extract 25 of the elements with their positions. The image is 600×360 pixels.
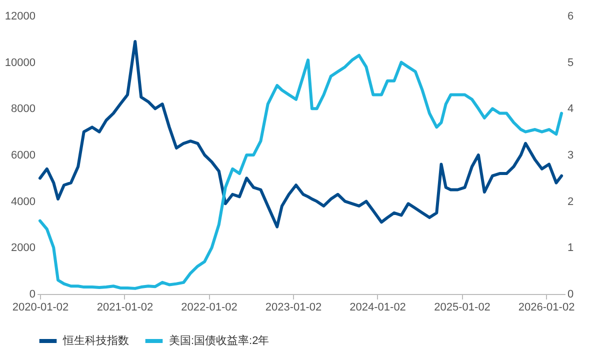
y2-tick-label: 3 <box>568 150 574 162</box>
x-tick-label: 2023-01-02 <box>265 302 322 314</box>
y-tick-label: 4000 <box>11 196 36 208</box>
line-series <box>38 40 564 228</box>
x-tick-label: 2022-01-02 <box>181 302 238 314</box>
x-tick-label: 2024-01-02 <box>350 302 406 314</box>
y-tick-label: 12000 <box>4 10 36 22</box>
y-tick-label: 8000 <box>11 103 36 116</box>
legend-label: 美国:国债收益率:2年 <box>169 334 270 347</box>
y2-tick-label: 4 <box>568 103 574 116</box>
line-series <box>38 54 564 290</box>
legend-label: 恒生科技指数 <box>62 334 129 347</box>
y2-tick-label: 0 <box>568 288 574 300</box>
y-tick-label: 2000 <box>11 242 36 254</box>
y-tick-label: 0 <box>29 288 36 300</box>
y-tick-label: 10000 <box>4 56 36 69</box>
x-tick-label: 2025-01-02 <box>434 302 490 314</box>
y2-tick-label: 5 <box>568 56 574 69</box>
y-tick-label: 6000 <box>11 150 36 162</box>
y2-tick-label: 1 <box>568 242 574 254</box>
x-tick-label: 2026-01-02 <box>518 302 575 314</box>
y2-tick-label: 2 <box>568 196 574 208</box>
x-tick-label: 2020-01-02 <box>12 302 69 314</box>
x-tick-label: 2021-01-02 <box>96 302 154 314</box>
y2-tick-label: 6 <box>568 10 574 22</box>
